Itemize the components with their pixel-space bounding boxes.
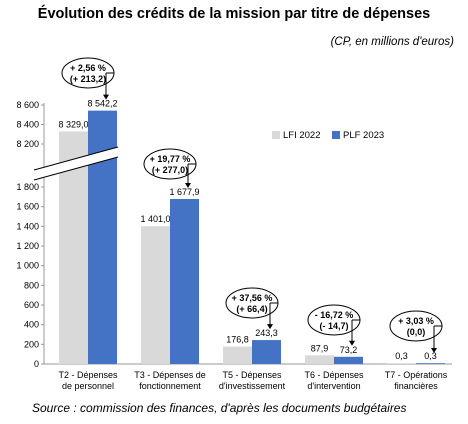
x-tick-label: d'investissement	[219, 381, 286, 391]
arrow-head	[431, 347, 437, 353]
bar	[170, 199, 199, 364]
chart-subtitle: (CP, en millions d'euros)	[330, 36, 454, 48]
y-tick-label: 0	[34, 359, 39, 369]
x-tick-label: de personnel	[62, 381, 114, 391]
x-tick-label: T7 - Opérations	[385, 370, 448, 380]
y-tick-label: 400	[24, 320, 39, 330]
data-label: 8 542,2	[87, 99, 117, 109]
variation-percent: - 16,72 %	[315, 310, 354, 320]
variation-amount: (+ 277,0)	[152, 165, 188, 175]
data-label: 1 401,0	[140, 214, 170, 224]
axis-break-gap	[34, 147, 118, 180]
y-tick-label: 8 400	[16, 120, 39, 130]
x-tick-label: T6 - Dépenses	[304, 370, 364, 380]
legend-label: LFI 2022	[283, 130, 321, 141]
bar	[252, 340, 281, 364]
y-tick-label: 1 200	[16, 241, 39, 251]
data-label: 1 677,9	[169, 187, 199, 197]
bar	[387, 363, 416, 364]
x-tick-label: T5 - Dépenses	[222, 370, 282, 380]
x-tick-label: d'intervention	[307, 381, 360, 391]
y-tick-label: 800	[24, 280, 39, 290]
bar	[223, 346, 252, 364]
y-tick-label: 200	[24, 339, 39, 349]
data-label: 73,2	[340, 345, 358, 355]
legend-swatch	[272, 131, 280, 139]
y-tick-label: 1 800	[16, 182, 39, 192]
arrow-head	[349, 340, 355, 346]
data-label: 0,3	[395, 351, 408, 361]
bar	[141, 226, 170, 364]
source-note: Source : commission des finances, d'aprè…	[32, 401, 407, 415]
variation-percent: + 37,56 %	[232, 293, 273, 303]
y-tick-label: 8 600	[16, 100, 39, 110]
data-label: 8 329,0	[58, 119, 88, 129]
variation-amount: (+ 66,4)	[236, 304, 267, 314]
x-tick-label: financières	[394, 381, 438, 391]
bar	[416, 363, 445, 364]
axis-break-line	[33, 156, 119, 181]
arrow-head	[185, 183, 191, 189]
variation-percent: + 2,56 %	[70, 63, 106, 73]
x-tick-label: T2 - Dépenses	[58, 370, 118, 380]
arrow-head	[267, 324, 273, 330]
y-tick-label: 1 400	[16, 221, 39, 231]
data-label: 87,9	[311, 343, 329, 353]
y-tick-label: 8 200	[16, 139, 39, 149]
variation-amount: (0,0)	[407, 327, 426, 337]
bar	[334, 356, 363, 364]
y-tick-label: 1 000	[16, 261, 39, 271]
data-label: 176,8	[226, 335, 249, 345]
data-label: 0,3	[424, 351, 437, 361]
data-label: 243,3	[255, 328, 278, 338]
x-tick-label: fonctionnement	[139, 381, 201, 391]
y-tick-label: 600	[24, 300, 39, 310]
variation-amount: (+ 213,2)	[70, 74, 106, 84]
axis-break-line	[33, 146, 119, 171]
variation-percent: + 19,77 %	[150, 154, 191, 164]
arrow-head	[103, 94, 109, 100]
bar	[305, 355, 334, 364]
variation-percent: + 3,03 %	[398, 316, 434, 326]
legend-swatch	[332, 131, 340, 139]
legend-label: PLF 2023	[343, 130, 384, 141]
variation-amount: (- 14,7)	[319, 321, 348, 331]
chart-title: Évolution des crédits de la mission par …	[37, 6, 431, 22]
x-tick-label: T3 - Dépenses de	[134, 370, 206, 380]
y-tick-label: 1 600	[16, 202, 39, 212]
